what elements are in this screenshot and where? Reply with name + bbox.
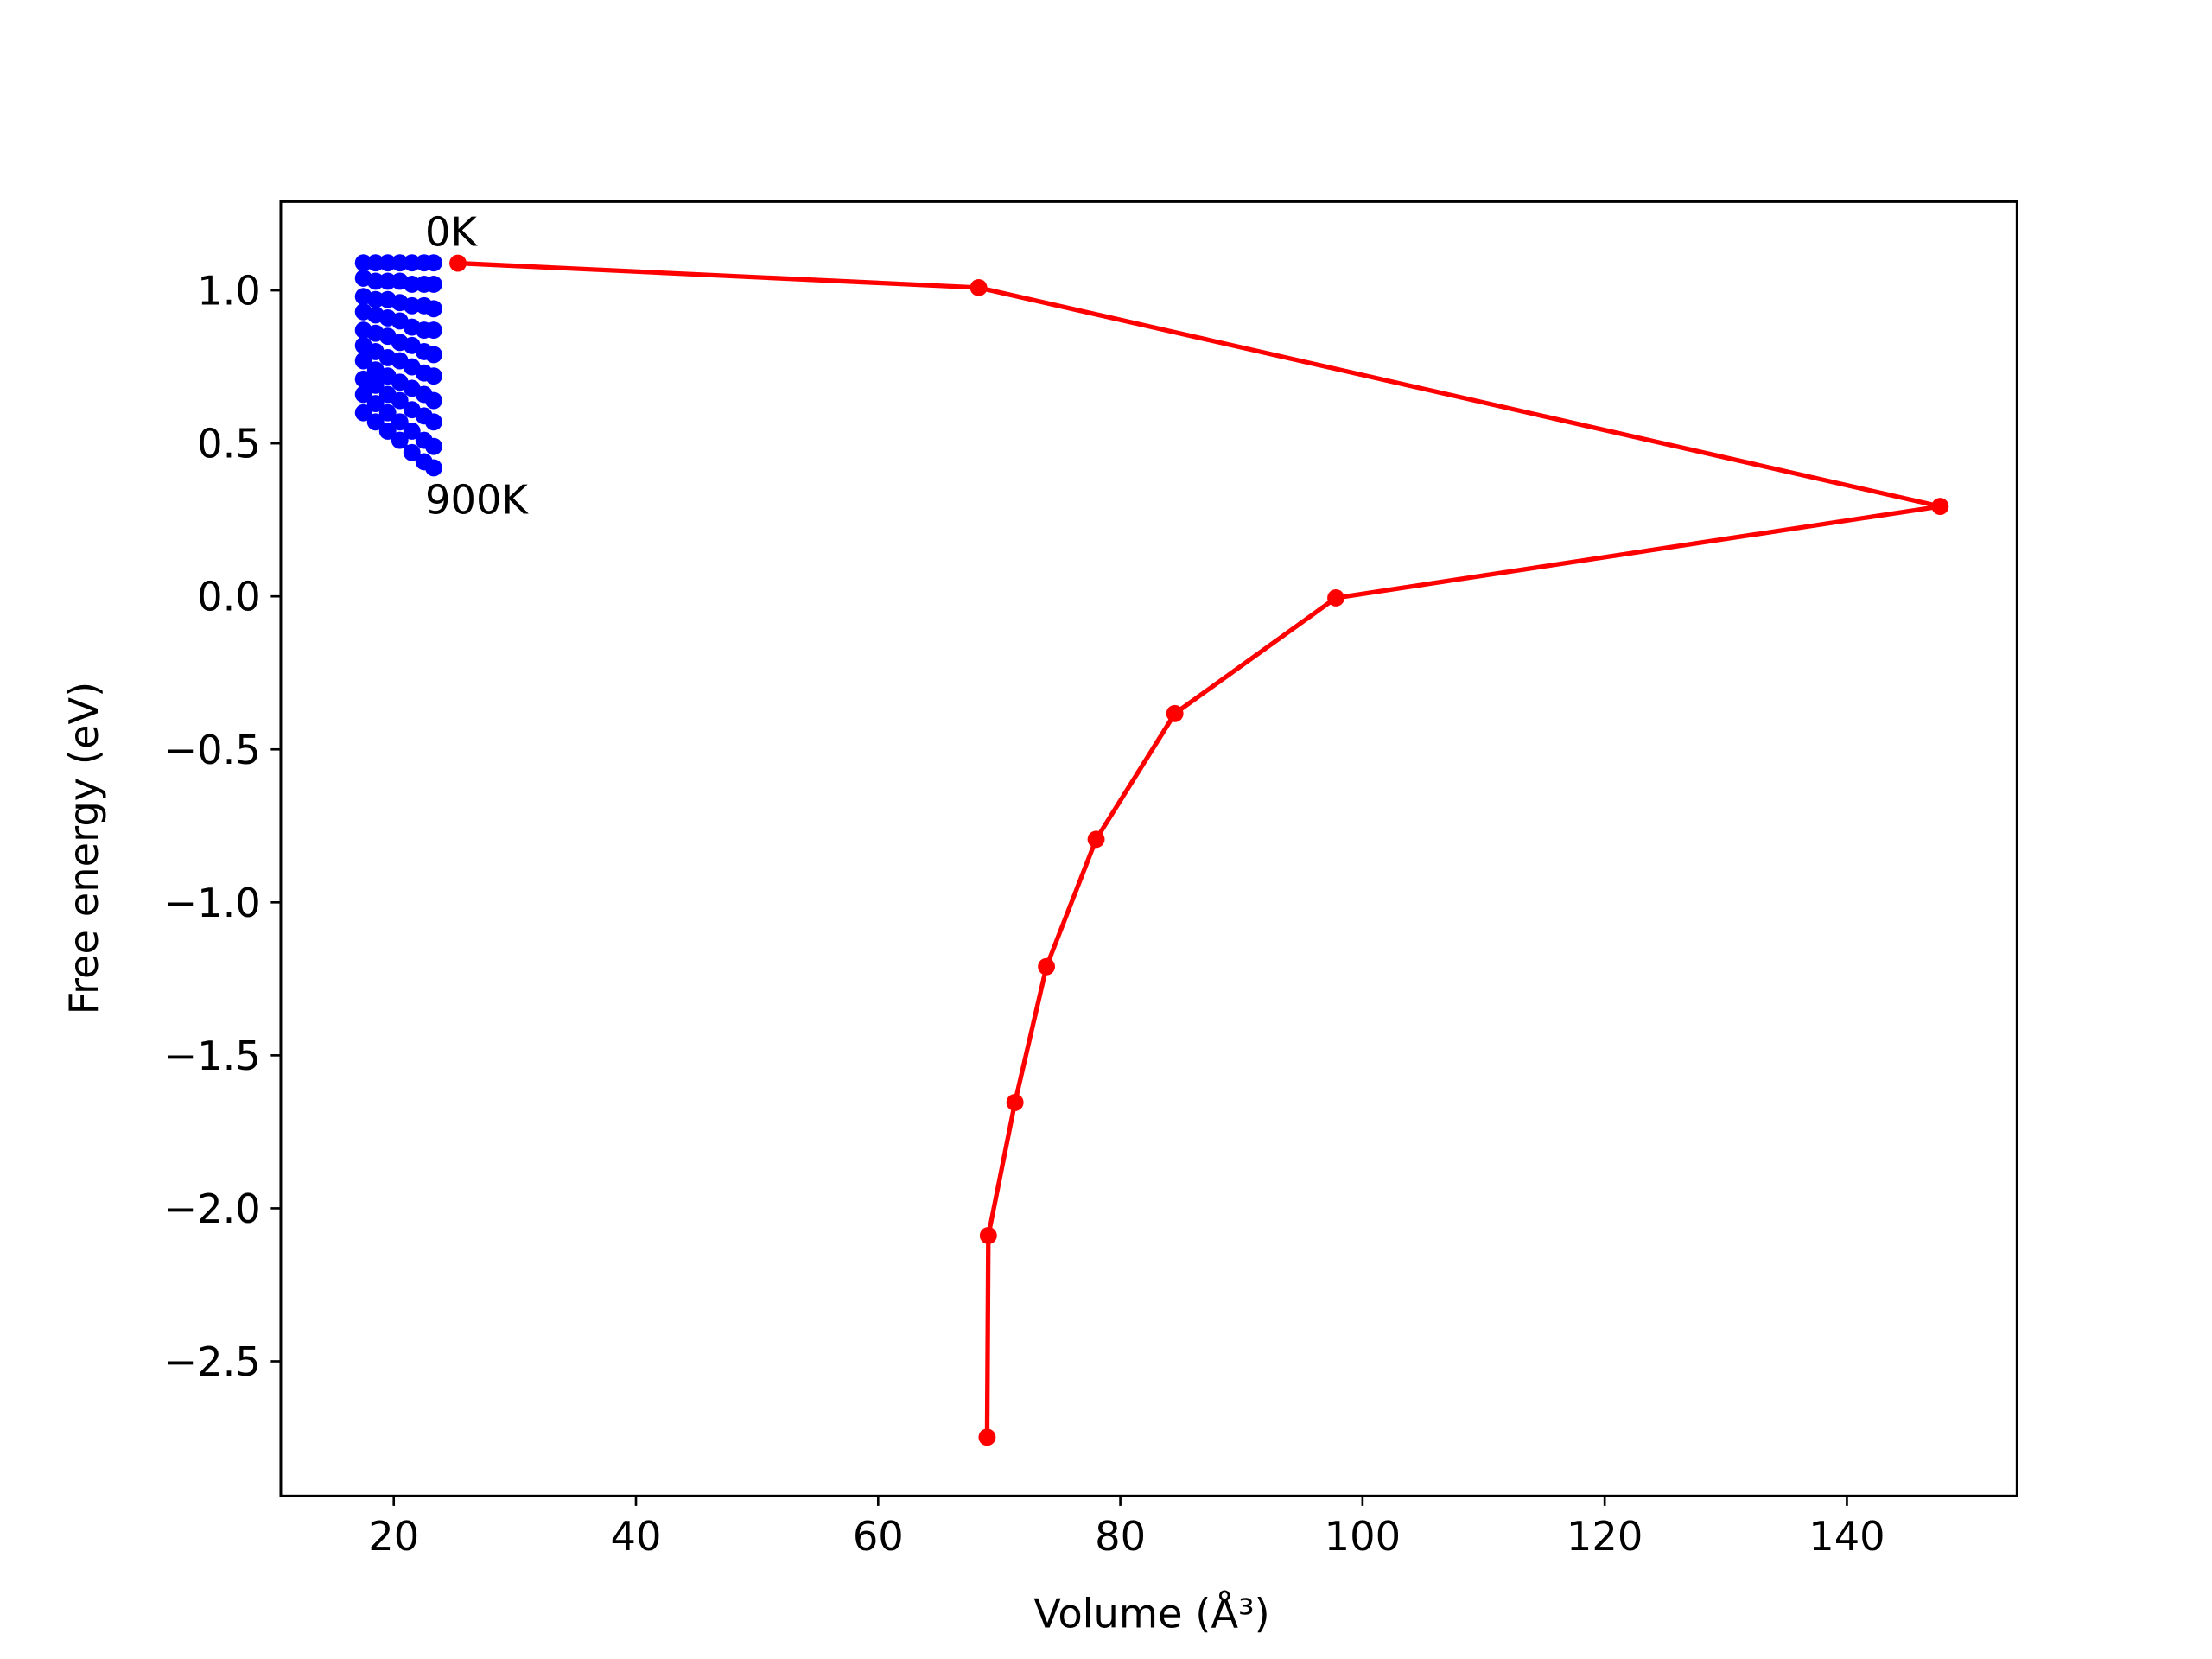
point (978, 1428, 996, 1446)
point (391, 254, 409, 272)
point (391, 391, 409, 410)
point (1166, 704, 1184, 722)
y-tick-label: 0.5 (197, 421, 261, 467)
point (366, 254, 385, 272)
point (1006, 1093, 1024, 1111)
point (354, 352, 372, 370)
point (354, 385, 372, 404)
point (969, 278, 988, 296)
point (425, 367, 442, 385)
point (366, 376, 385, 394)
point (391, 413, 409, 431)
x-tick-label: 20 (368, 1513, 419, 1560)
point (378, 423, 397, 440)
x-tick-label: 40 (611, 1513, 662, 1560)
point (366, 272, 385, 290)
point (403, 254, 421, 272)
point (1087, 830, 1105, 849)
point (425, 459, 442, 477)
point (1038, 957, 1056, 976)
point (1931, 498, 1949, 516)
point (366, 290, 385, 308)
annotation: 900K (425, 476, 529, 523)
point (425, 437, 442, 455)
point (403, 423, 421, 440)
point (391, 431, 409, 449)
y-axis-label: Free energy (eV) (60, 682, 107, 1015)
x-tick-label: 100 (1325, 1513, 1401, 1560)
point (425, 276, 442, 293)
y-tick-label: −0.5 (163, 727, 260, 773)
point (425, 346, 442, 364)
point (366, 413, 385, 431)
y-tick-label: −1.0 (163, 880, 260, 926)
point (979, 1227, 997, 1244)
point (425, 300, 442, 318)
x-tick-label: 140 (1808, 1513, 1885, 1560)
y-tick-label: 0.0 (197, 574, 261, 620)
point (403, 296, 421, 315)
point (366, 395, 385, 413)
point (1327, 589, 1344, 607)
x-tick-label: 60 (853, 1513, 904, 1560)
plot-frame (279, 200, 2018, 1497)
point (403, 443, 421, 461)
x-tick-label: 80 (1095, 1513, 1146, 1560)
y-tick-label: −2.5 (163, 1338, 260, 1385)
point (403, 276, 421, 293)
point (354, 404, 372, 422)
series-line (457, 260, 1942, 1438)
point (354, 254, 372, 272)
y-tick-label: −2.0 (163, 1185, 260, 1232)
x-axis-label: Volume (Å³) (1033, 1591, 1269, 1637)
point (425, 321, 442, 340)
point (425, 391, 442, 410)
point (378, 272, 397, 290)
point (425, 254, 442, 272)
point (378, 254, 397, 272)
y-tick-label: −1.5 (163, 1033, 260, 1079)
point (378, 404, 397, 422)
point (425, 413, 442, 431)
point (449, 254, 467, 272)
annotation: 0K (425, 208, 478, 255)
x-tick-label: 120 (1567, 1513, 1643, 1560)
y-tick-label: 1.0 (197, 268, 261, 315)
